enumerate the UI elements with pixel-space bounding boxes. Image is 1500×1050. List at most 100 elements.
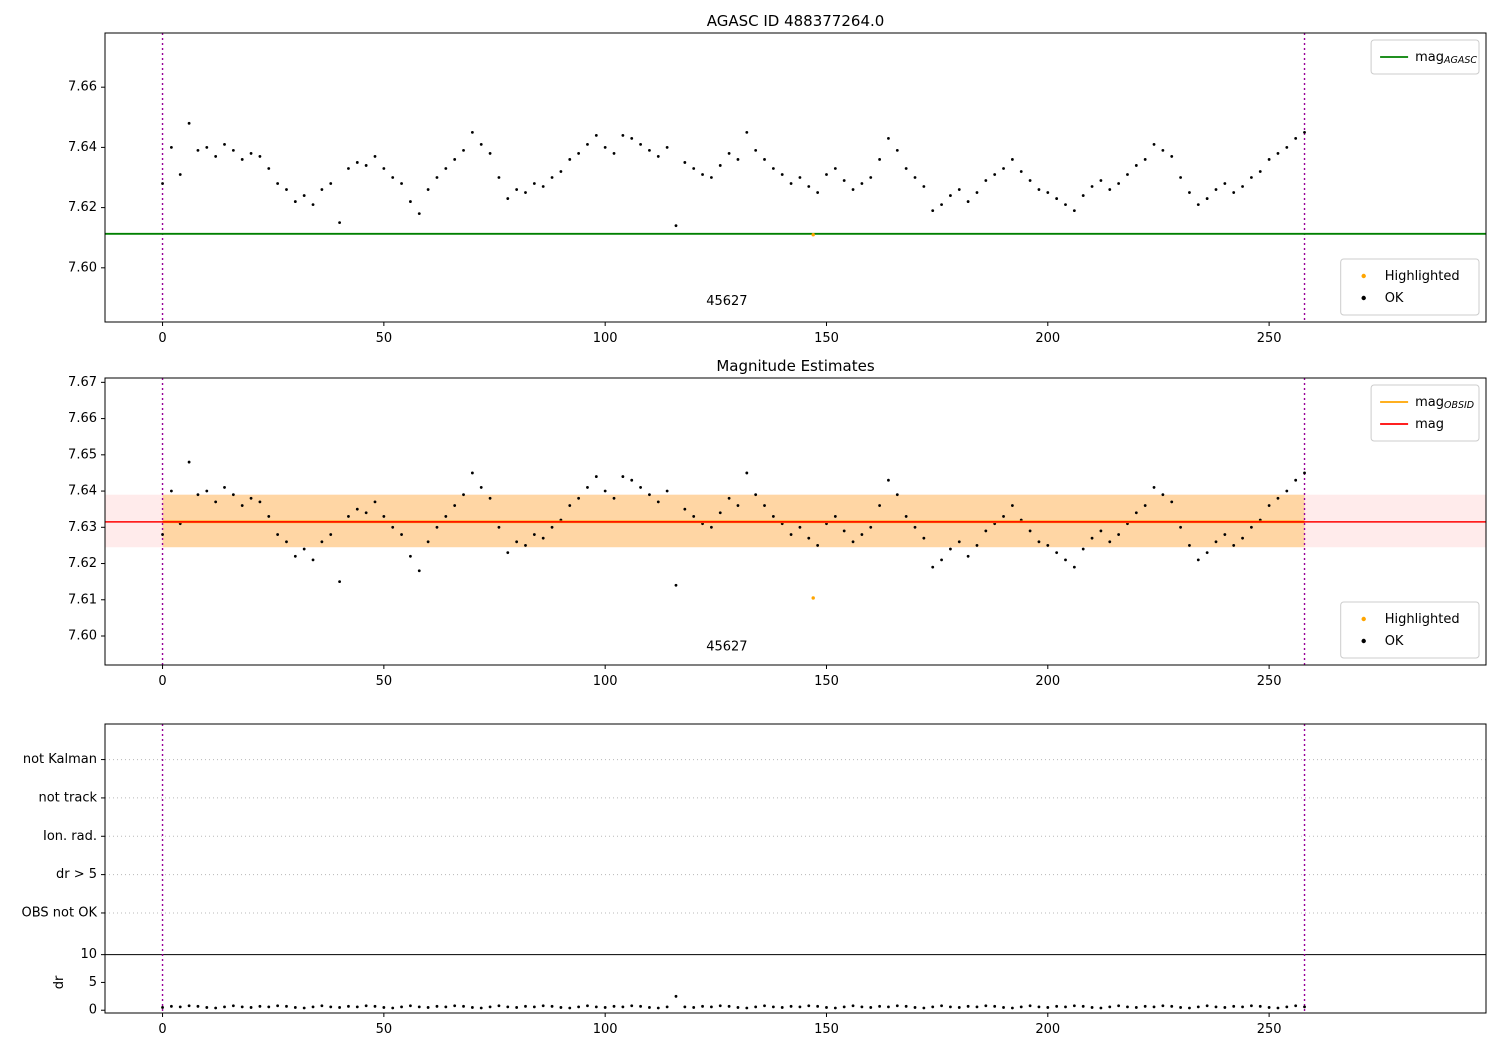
dr-data-point xyxy=(214,1006,218,1010)
dr-data-point xyxy=(205,1006,209,1009)
mag-data-point xyxy=(497,176,501,179)
obsid-label: 45627 xyxy=(706,294,747,309)
mag-data-point xyxy=(568,504,572,507)
highlighted-point xyxy=(811,232,815,237)
mag-data-point xyxy=(409,554,412,558)
mag-data-point xyxy=(1055,197,1059,200)
mag-data-point xyxy=(506,197,510,200)
x-tick-label: 0 xyxy=(158,674,166,689)
dr-data-point xyxy=(825,1006,828,1009)
mag-data-point xyxy=(984,179,988,182)
mag-data-point xyxy=(1276,152,1280,155)
mag-data-point xyxy=(550,176,554,179)
mag-data-point xyxy=(1303,471,1306,475)
dr-data-point xyxy=(860,1005,864,1009)
dr-data-point xyxy=(727,1004,731,1008)
dr-data-point xyxy=(1170,1004,1174,1008)
mag-data-point xyxy=(391,176,395,179)
mag-data-point xyxy=(1179,176,1182,179)
x-tick-label: 150 xyxy=(814,1022,839,1037)
mag-data-point xyxy=(1134,164,1138,167)
mag-data-point xyxy=(630,136,634,140)
mag-data-point xyxy=(727,496,731,500)
dr-data-point xyxy=(1294,1004,1298,1008)
mag-data-point xyxy=(1019,170,1023,173)
mag-data-point xyxy=(187,121,191,125)
mag-data-point xyxy=(470,130,474,134)
flag-category-label: not Kalman xyxy=(23,752,97,767)
mag-data-point xyxy=(736,158,740,161)
mag-data-point xyxy=(922,185,926,188)
mag-data-point xyxy=(364,164,368,167)
mag-data-point xyxy=(851,540,855,544)
mag-data-point xyxy=(302,194,306,197)
mag-data-point xyxy=(231,493,235,497)
mag-data-point xyxy=(665,145,669,149)
mag-data-point xyxy=(1205,551,1209,555)
dr-data-point xyxy=(240,1005,244,1009)
dr-data-point xyxy=(789,1004,793,1008)
dr-data-point xyxy=(594,1005,598,1009)
mag-data-point xyxy=(895,493,899,497)
mag-data-point xyxy=(913,176,917,179)
dr-data-point xyxy=(391,1006,395,1010)
mag-data-point xyxy=(524,191,527,194)
mag-data-point xyxy=(1303,130,1306,134)
mag-data-point xyxy=(798,525,802,529)
mag-data-point xyxy=(1223,182,1227,185)
mag-data-point xyxy=(541,536,545,540)
dr-data-point xyxy=(355,1005,359,1009)
mag-data-point xyxy=(1170,155,1174,158)
mag-data-point xyxy=(1064,203,1067,206)
dr-data-point xyxy=(435,1004,439,1008)
x-tick-label: 200 xyxy=(1035,674,1060,689)
mag-data-point xyxy=(807,536,811,540)
mag-data-point xyxy=(648,149,651,152)
mag-data-point xyxy=(1002,167,1005,170)
dr-data-point xyxy=(1267,1006,1271,1009)
dr-data-point xyxy=(833,1006,837,1010)
dr-data-point xyxy=(1214,1005,1218,1009)
mag-data-point xyxy=(276,533,280,536)
mag-data-point xyxy=(1179,525,1182,529)
mag-lines-legend xyxy=(1370,384,1480,442)
flag-category-label: OBS not OK xyxy=(22,905,98,920)
mag-data-point xyxy=(975,191,979,194)
mag-data-point xyxy=(931,565,935,569)
mag-data-point xyxy=(860,533,864,536)
legend-label: mag xyxy=(1415,417,1444,432)
dr-data-point xyxy=(479,1006,483,1010)
mag-data-point xyxy=(869,525,873,529)
legend-label: OK xyxy=(1385,634,1404,649)
mag-data-point xyxy=(373,155,377,158)
mag-data-point xyxy=(940,558,943,562)
legend-label: magAGASC xyxy=(1415,50,1477,66)
dr-data-point xyxy=(1126,1005,1129,1009)
mag-data-point xyxy=(400,182,403,185)
dr-tick-label: 5 xyxy=(89,975,97,990)
chart-title-magnitude-estimates: Magnitude Estimates xyxy=(716,357,875,375)
mag-data-point xyxy=(161,533,164,536)
mag-data-point xyxy=(825,173,828,176)
dr-data-point xyxy=(1303,1005,1306,1009)
mag-data-point xyxy=(984,529,988,533)
mag-data-point xyxy=(311,558,315,562)
mag-data-point xyxy=(169,145,173,149)
y-tick-label: 7.66 xyxy=(68,80,97,95)
mag-data-point xyxy=(718,164,722,167)
dr-data-point xyxy=(736,1006,740,1009)
mag-data-point xyxy=(1028,529,1032,533)
mag-data-point xyxy=(1002,515,1005,518)
mag-data-point xyxy=(391,525,395,529)
mag-data-point xyxy=(462,149,465,152)
dr-data-point xyxy=(532,1005,536,1009)
mag-data-point xyxy=(249,152,253,155)
dr-data-point xyxy=(1090,1006,1094,1009)
mag-data-point xyxy=(878,158,881,161)
mag-data-point xyxy=(400,533,403,536)
mag-data-point xyxy=(1081,194,1085,197)
mag-data-point xyxy=(754,149,758,152)
dr-data-point xyxy=(311,1005,315,1009)
mag-data-point xyxy=(603,489,607,493)
